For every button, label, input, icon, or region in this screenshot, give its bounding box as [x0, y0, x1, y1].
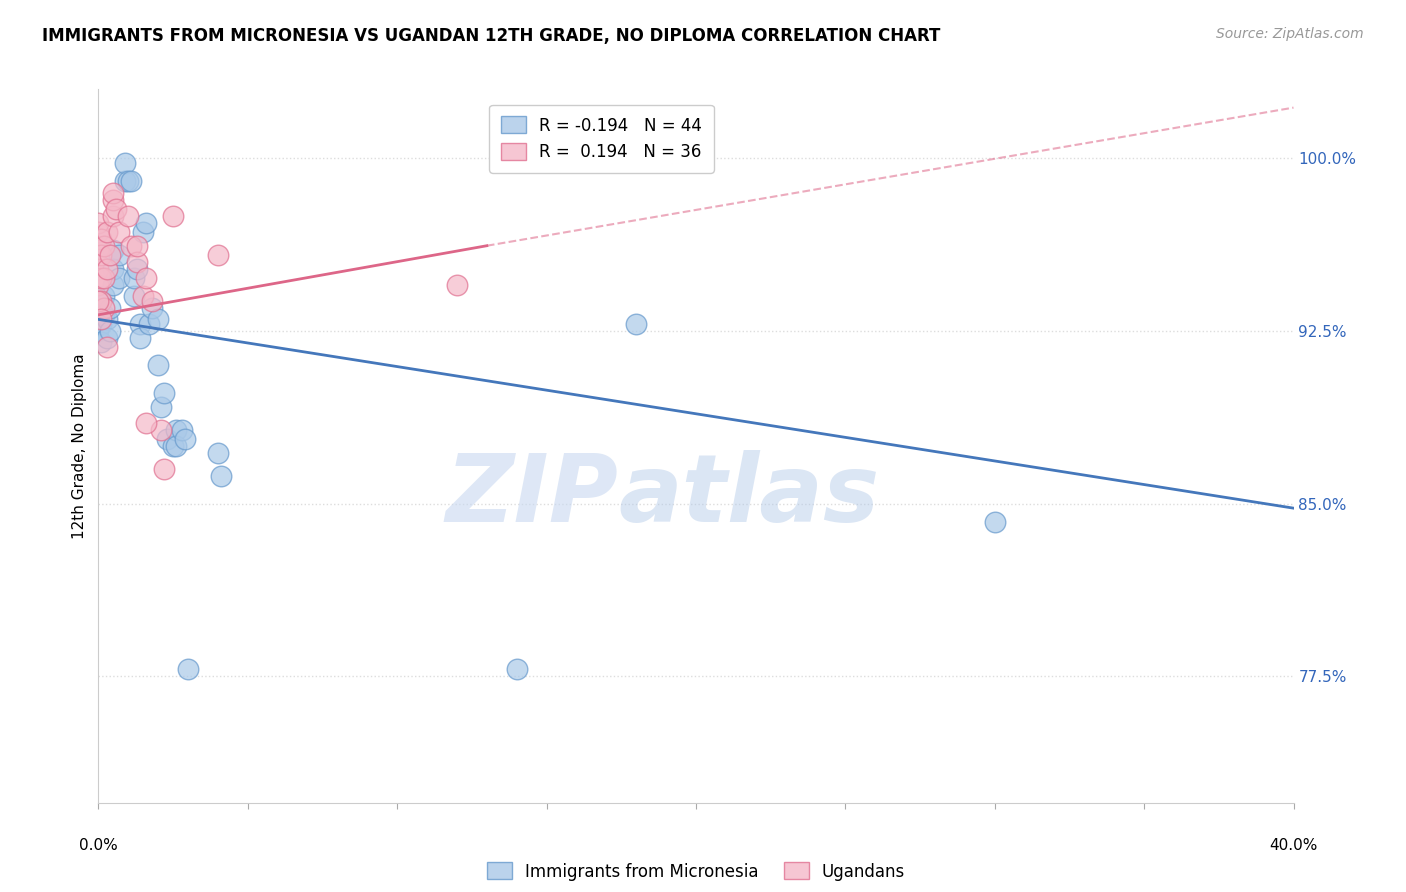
Point: [87, 277, 110, 292]
Point: [135, 416, 157, 430]
Text: Source: ZipAtlas.com: Source: ZipAtlas.com: [1216, 27, 1364, 41]
Point: [156, 432, 179, 446]
Point: [96, 312, 118, 326]
Point: [87, 324, 110, 338]
Point: [124, 271, 146, 285]
Point: [135, 216, 157, 230]
Point: [153, 386, 176, 401]
Point: [87, 225, 110, 239]
Point: [141, 293, 163, 308]
Point: [96, 225, 118, 239]
Point: [98, 324, 122, 338]
Point: [96, 340, 118, 354]
Legend: Immigrants from Micronesia, Ugandans: Immigrants from Micronesia, Ugandans: [479, 855, 912, 888]
Point: [103, 209, 125, 223]
Point: [141, 301, 163, 315]
Point: [127, 238, 149, 252]
Point: [90, 293, 112, 308]
Point: [172, 423, 194, 437]
Point: [87, 293, 110, 308]
Point: [132, 289, 155, 303]
Point: [93, 238, 115, 252]
Point: [87, 216, 110, 230]
Point: [129, 317, 152, 331]
Point: [207, 248, 229, 262]
Point: [93, 301, 115, 315]
Point: [103, 244, 125, 258]
Point: [162, 439, 184, 453]
Point: [105, 202, 128, 216]
Point: [90, 335, 112, 350]
Point: [87, 244, 110, 258]
Point: [120, 238, 142, 252]
Text: 0.0%: 0.0%: [79, 838, 118, 854]
Point: [90, 271, 112, 285]
Point: [135, 271, 157, 285]
Point: [132, 225, 155, 239]
Point: [103, 277, 125, 292]
Point: [207, 446, 229, 460]
Point: [127, 255, 149, 269]
Point: [96, 331, 118, 345]
Y-axis label: 12th Grade, No Diploma: 12th Grade, No Diploma: [72, 353, 87, 539]
Point: [148, 359, 170, 373]
Point: [108, 225, 131, 239]
Text: IMMIGRANTS FROM MICRONESIA VS UGANDAN 12TH GRADE, NO DIPLOMA CORRELATION CHART: IMMIGRANTS FROM MICRONESIA VS UGANDAN 12…: [42, 27, 941, 45]
Point: [98, 301, 122, 315]
Point: [150, 400, 173, 414]
Point: [446, 277, 468, 292]
Point: [90, 317, 112, 331]
Point: [117, 174, 139, 188]
Point: [108, 248, 131, 262]
Point: [93, 308, 115, 322]
Point: [148, 312, 170, 326]
Text: 40.0%: 40.0%: [1270, 838, 1317, 854]
Point: [150, 423, 173, 437]
Point: [93, 289, 115, 303]
Point: [90, 232, 112, 246]
Point: [103, 193, 125, 207]
Point: [87, 261, 110, 276]
Point: [120, 174, 142, 188]
Point: [165, 423, 187, 437]
Point: [127, 261, 149, 276]
Point: [177, 662, 200, 676]
Point: [174, 432, 197, 446]
Point: [103, 261, 125, 276]
Point: [117, 209, 139, 223]
Point: [506, 662, 529, 676]
Point: [209, 469, 232, 483]
Point: [129, 331, 152, 345]
Point: [165, 439, 187, 453]
Point: [98, 248, 122, 262]
Point: [124, 289, 146, 303]
Point: [93, 271, 115, 285]
Point: [626, 317, 648, 331]
Point: [138, 317, 160, 331]
Point: [984, 515, 1007, 529]
Point: [90, 248, 112, 262]
Point: [162, 209, 184, 223]
Point: [87, 312, 110, 326]
Point: [114, 156, 136, 170]
Point: [103, 186, 125, 200]
Point: [108, 271, 131, 285]
Point: [153, 462, 176, 476]
Text: ZIP: ZIP: [446, 450, 619, 542]
Point: [114, 174, 136, 188]
Point: [90, 312, 112, 326]
Text: atlas: atlas: [619, 450, 880, 542]
Point: [96, 261, 118, 276]
